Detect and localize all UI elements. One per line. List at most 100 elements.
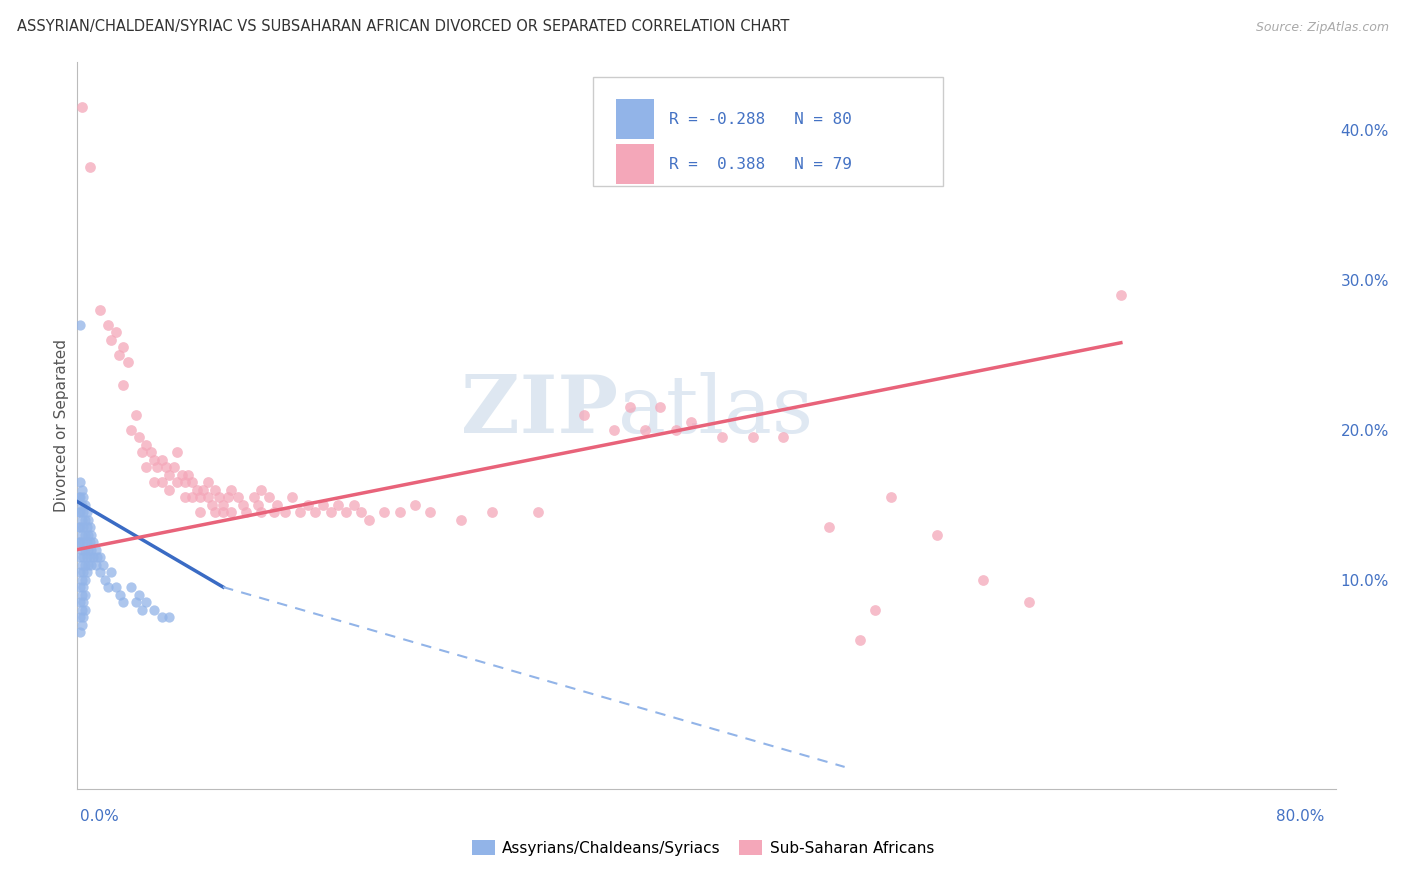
Point — [70, 542, 93, 557]
Point — [186, 483, 208, 497]
Legend: Assyrians/Chaldeans/Syriacs, Sub-Saharan Africans: Assyrians/Chaldeans/Syriacs, Sub-Saharan… — [465, 834, 941, 862]
Point — [72, 535, 94, 549]
Point — [146, 460, 169, 475]
Point — [67, 535, 90, 549]
Point — [72, 595, 94, 609]
Point — [73, 527, 96, 541]
Text: 0.0%: 0.0% — [80, 809, 120, 823]
Point — [741, 430, 763, 444]
Point — [212, 505, 235, 519]
Point — [69, 580, 91, 594]
Point — [86, 550, 108, 565]
Point — [76, 535, 98, 549]
Point — [112, 340, 135, 354]
Point — [120, 423, 142, 437]
Point — [288, 505, 311, 519]
Text: ASSYRIAN/CHALDEAN/SYRIAC VS SUBSAHARAN AFRICAN DIVORCED OR SEPARATED CORRELATION: ASSYRIAN/CHALDEAN/SYRIAC VS SUBSAHARAN A… — [17, 20, 789, 34]
Point — [235, 505, 257, 519]
Point — [181, 490, 204, 504]
Point — [250, 483, 273, 497]
Point — [72, 505, 94, 519]
Text: Source: ZipAtlas.com: Source: ZipAtlas.com — [1256, 21, 1389, 34]
Point — [69, 595, 91, 609]
Point — [69, 565, 91, 579]
Text: atlas: atlas — [619, 372, 814, 450]
Point — [76, 520, 98, 534]
Point — [80, 558, 103, 572]
Point — [526, 505, 548, 519]
Point — [112, 595, 135, 609]
Point — [250, 505, 273, 519]
Point — [89, 550, 111, 565]
Point — [77, 558, 100, 572]
Point — [73, 513, 96, 527]
Point — [212, 498, 235, 512]
Point — [135, 438, 157, 452]
Point — [94, 573, 117, 587]
Point — [135, 595, 157, 609]
Point — [297, 498, 319, 512]
Point — [80, 527, 103, 541]
Point — [201, 498, 224, 512]
Point — [107, 348, 129, 362]
Point — [197, 475, 219, 490]
Point — [131, 602, 153, 616]
Point — [404, 498, 426, 512]
Point — [120, 580, 142, 594]
Point — [73, 588, 96, 602]
Point — [70, 483, 93, 497]
Point — [70, 527, 93, 541]
Point — [72, 520, 94, 534]
Point — [143, 475, 166, 490]
Point — [1109, 287, 1132, 301]
Point — [150, 452, 173, 467]
Point — [110, 588, 132, 602]
Point — [263, 505, 285, 519]
Point — [177, 467, 200, 482]
Text: 80.0%: 80.0% — [1277, 809, 1324, 823]
Point — [69, 475, 91, 490]
Point — [232, 498, 254, 512]
Point — [76, 565, 98, 579]
Point — [849, 632, 872, 647]
Point — [319, 505, 342, 519]
Point — [603, 423, 626, 437]
Point — [70, 588, 93, 602]
Point — [70, 100, 93, 114]
Point — [117, 355, 139, 369]
Point — [772, 430, 794, 444]
Point — [191, 483, 215, 497]
Point — [84, 542, 107, 557]
Point — [70, 602, 93, 616]
Text: ZIP: ZIP — [461, 372, 619, 450]
Point — [157, 467, 180, 482]
Point — [97, 580, 120, 594]
Point — [219, 483, 242, 497]
Point — [481, 505, 503, 519]
Point — [84, 558, 107, 572]
Point — [124, 408, 146, 422]
Point — [77, 513, 100, 527]
Point — [72, 550, 94, 565]
Point — [80, 542, 103, 557]
Point — [69, 535, 91, 549]
Point — [155, 460, 177, 475]
FancyBboxPatch shape — [593, 77, 943, 186]
Point — [173, 475, 195, 490]
Point — [70, 573, 93, 587]
Point — [357, 513, 380, 527]
Point — [79, 161, 101, 175]
Point — [79, 535, 101, 549]
Point — [72, 565, 94, 579]
Point — [70, 513, 93, 527]
Point — [77, 542, 100, 557]
Point — [304, 505, 326, 519]
Point — [135, 460, 157, 475]
Point — [73, 573, 96, 587]
Point — [228, 490, 250, 504]
Point — [243, 490, 266, 504]
Point — [207, 490, 229, 504]
Point — [72, 490, 94, 504]
Point — [281, 490, 304, 504]
Point — [634, 423, 657, 437]
